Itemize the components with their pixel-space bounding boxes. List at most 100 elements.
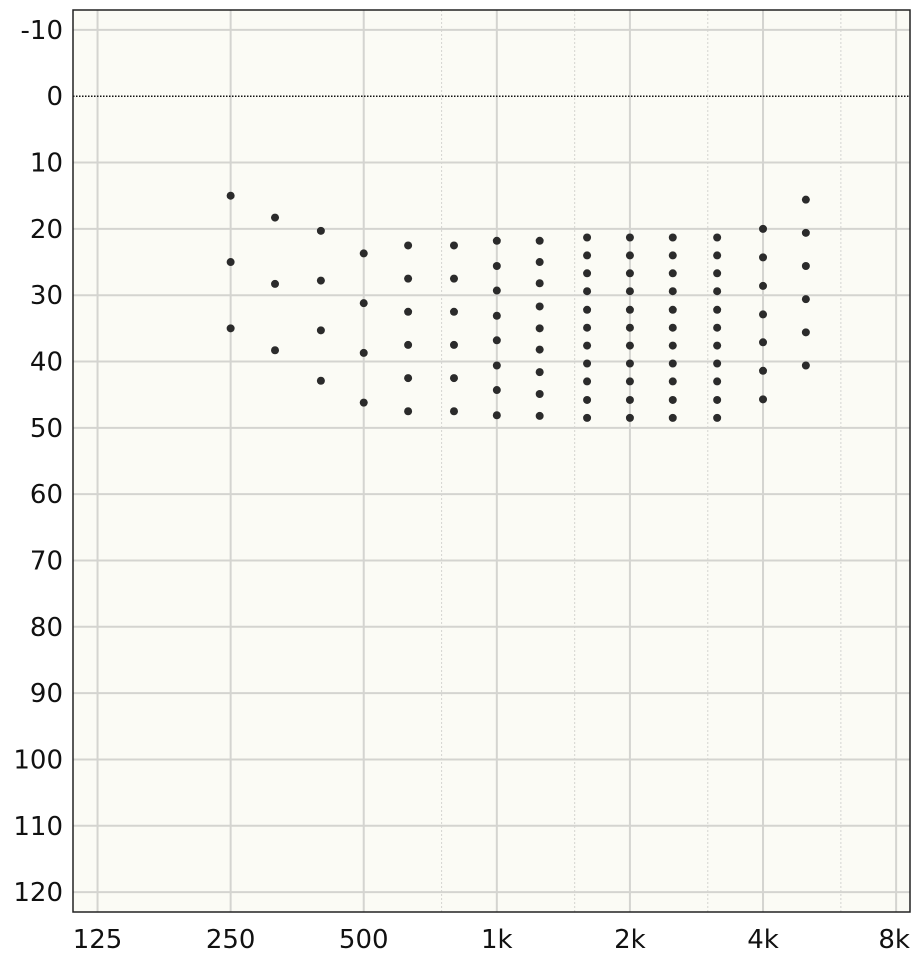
data-point bbox=[713, 413, 722, 422]
data-point bbox=[535, 236, 544, 245]
data-point bbox=[759, 224, 768, 233]
data-point bbox=[535, 258, 544, 267]
data-point bbox=[625, 395, 634, 404]
x-axis-tick-labels: 125 250 500 1k 2k 4k 8k bbox=[73, 925, 910, 955]
data-point bbox=[359, 249, 368, 258]
data-point bbox=[759, 253, 768, 262]
data-point bbox=[226, 324, 235, 333]
data-point bbox=[668, 377, 677, 386]
y-tick-label: 20 bbox=[30, 215, 63, 245]
data-point bbox=[713, 359, 722, 368]
data-point bbox=[668, 359, 677, 368]
data-point bbox=[713, 287, 722, 296]
y-tick-label: 90 bbox=[30, 679, 63, 709]
data-point bbox=[668, 305, 677, 314]
major-gridlines bbox=[73, 10, 910, 912]
data-point bbox=[713, 251, 722, 260]
plot-frame bbox=[72, 9, 911, 913]
data-point bbox=[271, 213, 280, 222]
data-point bbox=[625, 233, 634, 242]
data-point bbox=[668, 269, 677, 278]
data-point bbox=[583, 269, 592, 278]
data-point bbox=[316, 326, 325, 335]
data-point bbox=[583, 323, 592, 332]
y-tick-label: 50 bbox=[30, 414, 63, 444]
data-point bbox=[404, 307, 413, 316]
data-point bbox=[668, 395, 677, 404]
data-point bbox=[625, 269, 634, 278]
data-point bbox=[668, 413, 677, 422]
data-point bbox=[492, 361, 501, 370]
data-point bbox=[492, 236, 501, 245]
y-tick-label: -10 bbox=[21, 16, 63, 46]
data-point bbox=[625, 413, 634, 422]
y-tick-label: 60 bbox=[30, 480, 63, 510]
data-point bbox=[801, 295, 810, 304]
data-point bbox=[404, 374, 413, 383]
data-point bbox=[535, 324, 544, 333]
data-point bbox=[668, 341, 677, 350]
data-point bbox=[801, 361, 810, 370]
data-point bbox=[625, 323, 634, 332]
data-point bbox=[492, 311, 501, 320]
x-tick-label: 8k bbox=[878, 925, 910, 955]
data-point bbox=[535, 345, 544, 354]
data-point bbox=[449, 374, 458, 383]
data-point bbox=[759, 338, 768, 347]
data-point bbox=[492, 262, 501, 271]
data-point bbox=[713, 305, 722, 314]
y-tick-label: 100 bbox=[13, 745, 63, 775]
y-tick-label: 120 bbox=[13, 878, 63, 908]
data-point bbox=[535, 279, 544, 288]
data-point bbox=[583, 233, 592, 242]
data-point bbox=[226, 258, 235, 267]
data-point bbox=[449, 407, 458, 416]
data-point bbox=[226, 191, 235, 200]
data-point bbox=[316, 226, 325, 235]
y-tick-label: 40 bbox=[30, 348, 63, 378]
data-point bbox=[535, 411, 544, 420]
data-point bbox=[271, 346, 280, 355]
data-point bbox=[759, 366, 768, 375]
y-axis-tick-labels: -10 0 10 20 30 40 50 60 70 80 90 100 110 120 bbox=[13, 16, 63, 908]
data-point bbox=[759, 281, 768, 290]
data-point bbox=[583, 251, 592, 260]
y-tick-label: 70 bbox=[30, 546, 63, 576]
data-point bbox=[713, 269, 722, 278]
data-point bbox=[449, 241, 458, 250]
x-tick-label: 1k bbox=[481, 925, 513, 955]
data-point bbox=[404, 407, 413, 416]
data-point bbox=[404, 340, 413, 349]
data-point bbox=[668, 287, 677, 296]
data-point bbox=[492, 286, 501, 295]
data-point bbox=[713, 377, 722, 386]
data-point bbox=[583, 395, 592, 404]
x-tick-label: 250 bbox=[206, 925, 256, 955]
data-point bbox=[535, 302, 544, 311]
x-tick-label: 4k bbox=[747, 925, 779, 955]
x-tick-label: 500 bbox=[339, 925, 389, 955]
plot-background bbox=[73, 10, 910, 912]
data-point bbox=[801, 195, 810, 204]
data-points bbox=[226, 191, 810, 422]
data-point bbox=[713, 395, 722, 404]
data-point bbox=[583, 287, 592, 296]
data-point bbox=[449, 307, 458, 316]
data-point bbox=[625, 341, 634, 350]
data-point bbox=[668, 233, 677, 242]
data-point bbox=[668, 323, 677, 332]
data-point bbox=[492, 336, 501, 345]
data-point bbox=[625, 287, 634, 296]
data-point bbox=[625, 377, 634, 386]
data-point bbox=[801, 262, 810, 271]
data-point bbox=[625, 251, 634, 260]
data-point bbox=[759, 310, 768, 319]
data-point bbox=[535, 368, 544, 377]
data-point bbox=[713, 233, 722, 242]
data-point bbox=[449, 274, 458, 283]
data-point bbox=[359, 299, 368, 308]
data-point bbox=[583, 305, 592, 314]
data-point bbox=[713, 323, 722, 332]
data-point bbox=[404, 241, 413, 250]
data-point bbox=[404, 274, 413, 283]
